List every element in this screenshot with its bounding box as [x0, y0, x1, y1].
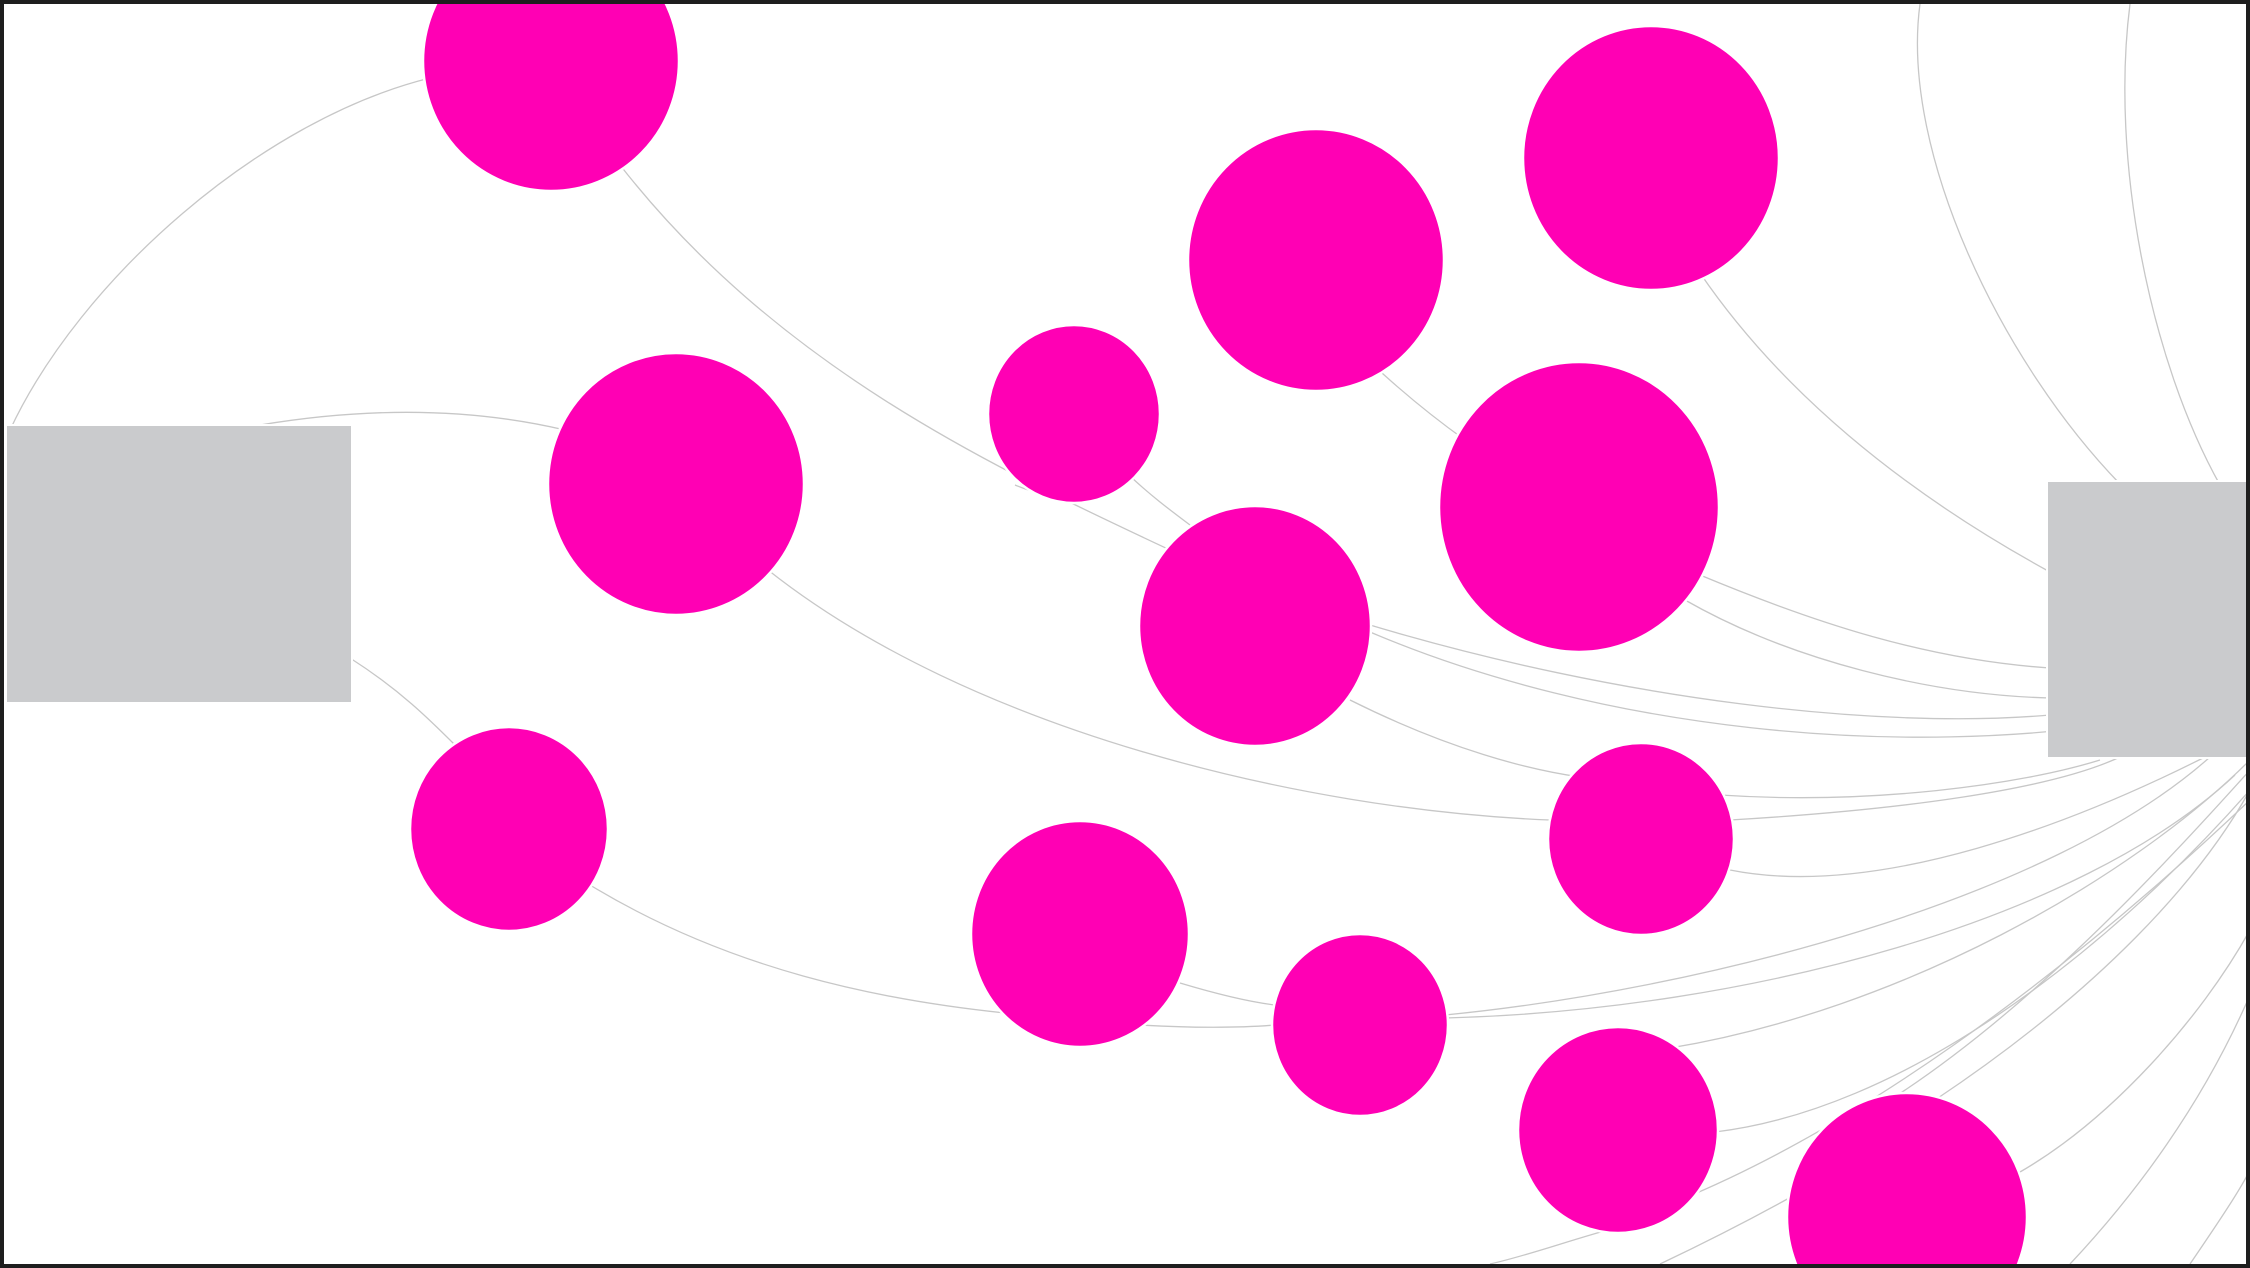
- edge: [1934, 789, 2250, 1101]
- edge: [1444, 774, 2236, 1019]
- node: [1186, 127, 1446, 393]
- edge: [1679, 799, 2250, 1201]
- node: [421, 0, 681, 193]
- node: [1546, 741, 1736, 937]
- edge: [1916, 3, 2121, 485]
- node: [986, 323, 1162, 505]
- node: [1516, 1025, 1720, 1235]
- edge: [767, 569, 1551, 821]
- edge: [1139, 1024, 1276, 1028]
- box-layer: [5, 424, 2250, 759]
- edge: [1889, 769, 2250, 1101]
- node: [1437, 360, 1721, 654]
- node: [1785, 1091, 2029, 1268]
- edge: [1369, 624, 2051, 720]
- edge: [1684, 599, 2051, 699]
- edge: [2124, 3, 2221, 486]
- box-node: [5, 424, 353, 704]
- edge: [2069, 994, 2250, 1265]
- edge: [2019, 929, 2250, 1173]
- edge: [1729, 756, 2121, 821]
- node: [408, 725, 610, 933]
- edge: [9, 77, 431, 431]
- edge: [619, 164, 1171, 551]
- edge: [1699, 272, 2051, 573]
- edge: [259, 411, 566, 431]
- edge: [1179, 982, 1276, 1006]
- edge: [1729, 756, 2206, 878]
- edge: [349, 657, 456, 746]
- edge: [1349, 699, 1581, 778]
- edge: [1669, 759, 2250, 1049]
- edge: [1719, 759, 2101, 799]
- node: [1137, 504, 1373, 748]
- box-node: [2046, 480, 2250, 759]
- node: [1521, 24, 1781, 292]
- edge: [1369, 631, 2141, 738]
- edge: [589, 884, 1006, 1014]
- node: [1270, 932, 1450, 1118]
- node: [546, 351, 806, 617]
- edge: [1659, 1191, 1801, 1265]
- edge: [1129, 475, 1191, 526]
- edge: [1444, 756, 2211, 1016]
- node-layer: [408, 0, 2029, 1268]
- node: [969, 819, 1191, 1049]
- edge: [1699, 574, 2051, 669]
